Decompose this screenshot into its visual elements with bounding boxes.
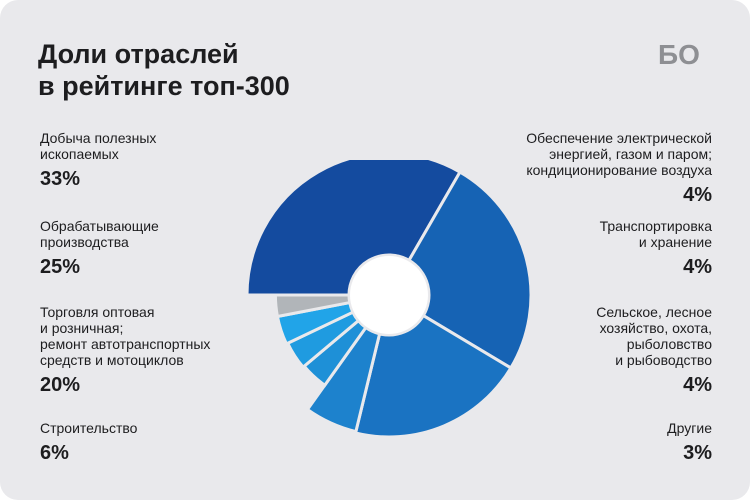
legend-label-line: энергией, газом и паром; bbox=[549, 146, 712, 162]
legend-label-line: ископаемых bbox=[40, 146, 119, 162]
title-line-2: в рейтинге топ-300 bbox=[38, 71, 290, 101]
legend-value: 6% bbox=[40, 442, 69, 464]
legend-label-line: Обеспечение электрической bbox=[526, 130, 712, 146]
legend-label: Строительство bbox=[40, 420, 270, 436]
legend-entry-mining: Добыча полезных ископаемых 33% bbox=[40, 130, 270, 190]
legend-label: Добыча полезных ископаемых bbox=[40, 130, 270, 162]
pie-slice-2 bbox=[353, 313, 513, 439]
legend-label-line: производства bbox=[40, 234, 129, 250]
title-line-1: Доли отраслей bbox=[38, 39, 239, 69]
pie-slice-0 bbox=[245, 160, 463, 297]
legend-label-line: кондиционирование воздуха bbox=[526, 162, 712, 178]
pie-slice-3 bbox=[305, 325, 382, 434]
legend-value: 20% bbox=[40, 374, 81, 396]
legend-label-line: Транспортировка bbox=[599, 218, 712, 234]
legend-label-line: и рыбоводство bbox=[615, 352, 712, 368]
legend-value: 25% bbox=[40, 256, 81, 278]
legend-label: Сельское, лесное хозяйство, охота, рыбол… bbox=[472, 304, 712, 368]
page-title: Доли отраслей в рейтинге топ-300 bbox=[38, 38, 458, 102]
legend-value: 33% bbox=[40, 168, 81, 190]
legend-label: Обеспечение электрической энергией, газо… bbox=[472, 130, 712, 178]
legend-entry-trade: Торговля оптовая и розничная; ремонт авт… bbox=[40, 304, 270, 396]
legend-label-line: Торговля оптовая bbox=[40, 304, 155, 320]
legend-value: 4% bbox=[683, 184, 712, 206]
legend-entry-transport: Транспортировка и хранение 4% bbox=[472, 218, 712, 278]
legend-label-line: и хранение bbox=[638, 234, 712, 250]
legend-entry-construction: Строительство 6% bbox=[40, 420, 270, 464]
legend-value: 4% bbox=[683, 374, 712, 396]
legend-entry-other: Другие 3% bbox=[472, 420, 712, 464]
legend-entry-agriculture: Сельское, лесное хозяйство, охота, рыбол… bbox=[472, 304, 712, 396]
legend-label: Другие bbox=[472, 420, 712, 436]
legend-label-line: рыболовство bbox=[626, 336, 712, 352]
pie-slice-7 bbox=[273, 293, 352, 319]
logo-text: БО bbox=[658, 39, 700, 70]
donut-hole bbox=[350, 256, 428, 334]
legend-value: 4% bbox=[683, 256, 712, 278]
legend-label-line: Строительство bbox=[40, 420, 138, 436]
legend-label-line: и розничная; bbox=[40, 320, 124, 336]
legend-label: Транспортировка и хранение bbox=[472, 218, 712, 250]
legend-label: Обрабатывающие производства bbox=[40, 218, 270, 250]
legend-label-line: хозяйство, охота, bbox=[599, 320, 712, 336]
legend-label-line: Сельское, лесное bbox=[596, 304, 712, 320]
legend-value: 3% bbox=[683, 442, 712, 464]
legend-entry-manufacturing: Обрабатывающие производства 25% bbox=[40, 218, 270, 278]
bo-logo-icon: БО bbox=[658, 39, 700, 70]
legend-label-line: Добыча полезных bbox=[40, 130, 157, 146]
legend-entry-energy: Обеспечение электрической энергией, газо… bbox=[472, 130, 712, 206]
legend-label-line: ремонт автотранспортных bbox=[40, 336, 211, 352]
pie-slice-1 bbox=[406, 169, 533, 371]
legend-label-line: Другие bbox=[667, 420, 712, 436]
legend-label-line: Обрабатывающие bbox=[40, 218, 159, 234]
legend-label: Торговля оптовая и розничная; ремонт авт… bbox=[40, 304, 270, 368]
donut-chart bbox=[245, 160, 533, 439]
legend-label-line: средств и мотоциклов bbox=[40, 352, 184, 368]
